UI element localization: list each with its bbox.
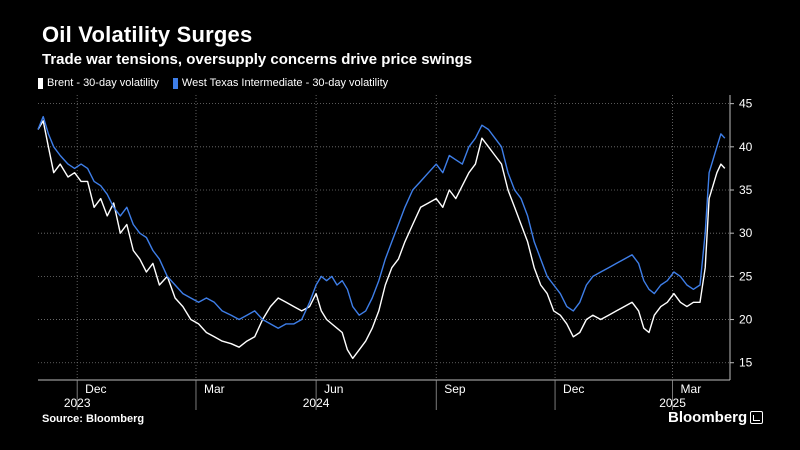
x-tick-label-3: Sep bbox=[444, 382, 466, 396]
x-tick-label-4: Dec bbox=[563, 382, 584, 396]
legend-swatch-brent bbox=[38, 77, 43, 89]
x-tick-label-0: Dec bbox=[85, 382, 106, 396]
y-tick-label-25: 25 bbox=[739, 269, 753, 283]
legend-item-wti: West Texas Intermediate - 30-day volatil… bbox=[172, 77, 389, 89]
chart-legend: Brent - 30-day volatility West Texas Int… bbox=[38, 77, 388, 89]
legend-item-brent: Brent - 30-day volatility bbox=[38, 77, 159, 89]
chart-subtitle: Trade war tensions, oversupply concerns … bbox=[42, 51, 473, 68]
y-tick-label-35: 35 bbox=[739, 183, 753, 197]
source-note: Source: Bloomberg bbox=[42, 413, 145, 425]
chart-title: Oil Volatility Surges bbox=[42, 22, 253, 47]
x-tick-label-2: Jun bbox=[324, 382, 343, 396]
y-tick-label-45: 45 bbox=[739, 97, 753, 111]
chart-icon bbox=[750, 411, 764, 424]
legend-label-wti: West Texas Intermediate - 30-day volatil… bbox=[181, 77, 389, 89]
y-tick-label-40: 40 bbox=[739, 140, 753, 154]
series-line-wti bbox=[37, 115, 726, 329]
legend-label-brent: Brent - 30-day volatility bbox=[47, 77, 159, 89]
brand-logo: Bloomberg bbox=[668, 409, 764, 426]
legend-swatch-wti bbox=[172, 77, 178, 89]
y-tick-label-30: 30 bbox=[739, 226, 753, 240]
y-tick-label-15: 15 bbox=[739, 356, 753, 370]
x-year-label-2023: 2023 bbox=[64, 396, 91, 410]
x-tick-label-1: Mar bbox=[204, 382, 225, 396]
y-tick-label-20: 20 bbox=[739, 313, 753, 327]
x-year-label-2025: 2025 bbox=[659, 396, 686, 410]
series-line-brent bbox=[37, 120, 726, 360]
brand-name: Bloomberg bbox=[668, 409, 748, 426]
x-year-label-2024: 2024 bbox=[303, 396, 330, 410]
x-tick-label-5: Mar bbox=[681, 382, 702, 396]
